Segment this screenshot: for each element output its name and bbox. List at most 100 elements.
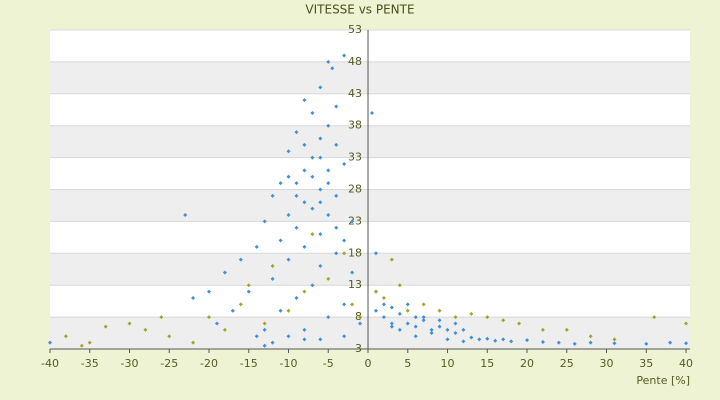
point — [302, 142, 307, 147]
point — [350, 219, 355, 224]
point — [334, 142, 339, 147]
x-tick-label: 20 — [520, 357, 534, 370]
point — [334, 251, 339, 256]
point — [397, 283, 402, 288]
point — [588, 340, 593, 345]
x-tick-label: 35 — [639, 357, 653, 370]
y-tick-label: 43 — [348, 87, 362, 100]
point — [564, 327, 569, 332]
point — [207, 289, 212, 294]
point — [501, 318, 506, 323]
point — [294, 130, 299, 135]
point — [326, 181, 331, 186]
point — [270, 340, 275, 345]
point — [373, 251, 378, 256]
point — [302, 337, 307, 342]
point — [278, 308, 283, 313]
point — [270, 276, 275, 281]
chart-title: VITESSE vs PENTE — [305, 3, 414, 17]
point — [63, 334, 68, 339]
y-tick-label: 8 — [355, 310, 362, 323]
point — [294, 295, 299, 300]
point — [413, 324, 418, 329]
point — [302, 168, 307, 173]
point — [405, 302, 410, 307]
x-tick-label: -10 — [280, 357, 298, 370]
point — [310, 155, 315, 160]
x-tick-label: 15 — [480, 357, 494, 370]
point — [373, 308, 378, 313]
point — [127, 321, 132, 326]
point — [318, 264, 323, 269]
point — [262, 219, 267, 224]
x-tick-label: -30 — [121, 357, 139, 370]
point — [445, 327, 450, 332]
point — [294, 181, 299, 186]
point — [334, 104, 339, 109]
point — [330, 66, 335, 71]
point — [302, 327, 307, 332]
grid-band — [50, 317, 690, 349]
point — [429, 327, 434, 332]
point — [369, 110, 374, 115]
grid-band — [50, 253, 690, 286]
point — [373, 289, 378, 294]
point — [413, 334, 418, 339]
x-tick-label: 10 — [441, 357, 455, 370]
point — [310, 232, 315, 237]
point — [350, 302, 355, 307]
point — [230, 308, 235, 313]
point — [254, 244, 259, 249]
x-tick-label: 25 — [560, 357, 574, 370]
point — [381, 302, 386, 307]
point — [318, 337, 323, 342]
point — [310, 283, 315, 288]
point — [517, 321, 522, 326]
point — [103, 324, 108, 329]
x-tick-label: -35 — [81, 357, 99, 370]
point — [652, 315, 657, 320]
point — [668, 340, 673, 345]
point — [214, 321, 219, 326]
y-tick-label: 33 — [348, 151, 362, 164]
point — [326, 123, 331, 128]
point — [644, 341, 649, 346]
point — [342, 334, 347, 339]
x-tick-label: -20 — [200, 357, 218, 370]
point — [358, 321, 363, 326]
grid-band — [50, 189, 690, 222]
point — [191, 295, 196, 300]
point — [318, 200, 323, 205]
point — [318, 232, 323, 237]
y-tick-label: 38 — [348, 119, 362, 132]
y-tick-label: 53 — [348, 23, 362, 36]
point — [350, 270, 355, 275]
point — [207, 315, 212, 320]
point — [342, 251, 347, 256]
point — [389, 324, 394, 329]
y-tick-label: 23 — [348, 214, 362, 227]
x-axis-title: Pente [%] — [636, 374, 690, 387]
grid-band — [50, 125, 690, 158]
point — [342, 161, 347, 166]
point — [421, 302, 426, 307]
point — [397, 327, 402, 332]
point — [326, 276, 331, 281]
point — [485, 315, 490, 320]
point — [334, 193, 339, 198]
point — [302, 289, 307, 294]
point — [588, 334, 593, 339]
point — [469, 311, 474, 316]
point — [278, 238, 283, 243]
point — [48, 340, 52, 345]
point — [421, 315, 426, 320]
point — [381, 315, 386, 320]
point — [509, 339, 514, 344]
point — [397, 311, 402, 316]
point — [278, 181, 283, 186]
point — [437, 318, 442, 323]
x-tick-label: 30 — [600, 357, 614, 370]
point — [326, 213, 331, 218]
